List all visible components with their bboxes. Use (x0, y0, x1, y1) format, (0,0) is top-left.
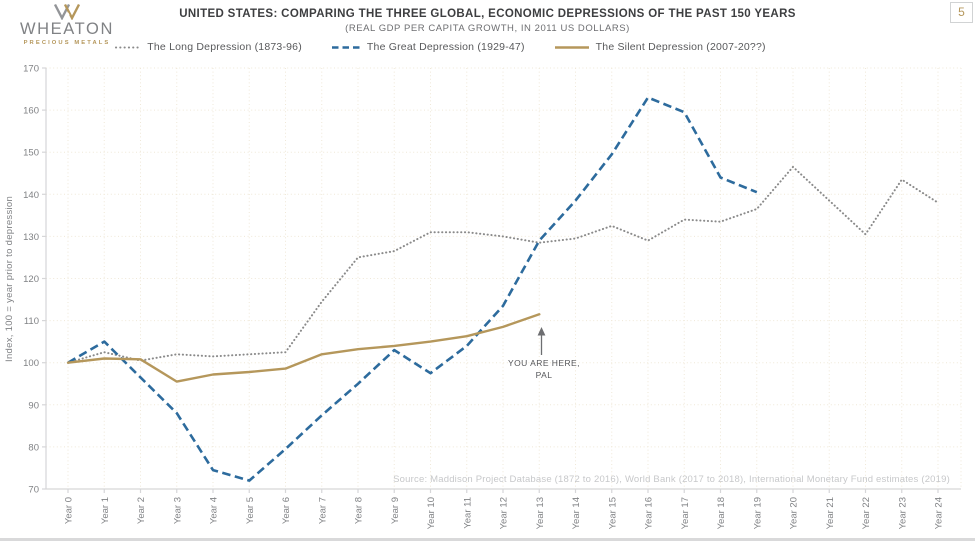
title-block: UNITED STATES: COMPARING THE THREE GLOBA… (0, 8, 975, 34)
x-tick-label: Year 7 (317, 497, 328, 524)
x-tick-label: Year 11 (462, 497, 473, 529)
you-are-here-annotation: YOU ARE HERE, PAL (492, 358, 596, 381)
x-tick-label: Year 12 (499, 497, 510, 529)
x-tick-label: Year 19 (752, 497, 763, 529)
legend-item-silent-depression: The Silent Depression (2007-20??) (554, 41, 766, 53)
x-tick-label: Year 9 (390, 497, 401, 524)
y-tick-label: 80 (28, 442, 39, 453)
wheaton-w-icon (53, 3, 81, 20)
x-tick-label: Year 20 (789, 497, 800, 529)
x-tick-label: Year 5 (245, 497, 256, 524)
x-tick-label: Year 18 (716, 497, 727, 529)
x-tick-label: Year 6 (281, 497, 292, 524)
dashed-line-swatch-icon (331, 45, 360, 49)
logo-wordmark: WHEATON (19, 20, 114, 38)
source-citation: Source: Maddison Project Database (1872 … (393, 474, 950, 485)
chart-subtitle: (REAL GDP PER CAPITA GROWTH, IN 2011 US … (345, 23, 630, 34)
y-tick-label: 150 (23, 148, 39, 159)
you-are-here-arrow-icon (537, 327, 546, 355)
y-tick-label: 120 (23, 274, 39, 285)
x-tick-label: Year 16 (644, 497, 655, 529)
legend-label: The Long Depression (1873-96) (147, 41, 302, 53)
x-tick-label: Year 17 (680, 497, 691, 529)
x-tick-label: Year 8 (354, 497, 365, 524)
chart-axes (42, 67, 961, 493)
x-tick-label: Year 10 (426, 497, 437, 529)
wheaton-logo: WHEATON PRECIOUS METALS (10, 3, 124, 46)
chart-grid (46, 67, 962, 490)
y-tick-label: 130 (23, 232, 39, 243)
chart-title: UNITED STATES: COMPARING THE THREE GLOBA… (179, 8, 796, 20)
y-tick-label: 160 (23, 106, 39, 117)
solid-line-swatch-icon (554, 45, 589, 49)
x-tick-label: Year 23 (897, 497, 908, 529)
x-tick-label: Year 2 (136, 497, 147, 524)
x-tick-label: Year 24 (934, 497, 945, 529)
y-tick-label: 90 (28, 400, 39, 411)
legend-item-great-depression: The Great Depression (1929-47) (331, 41, 525, 53)
x-tick-label: Year 14 (571, 497, 582, 529)
annotation-line-1: YOU ARE HERE, (508, 358, 580, 368)
great-depression-line (67, 96, 758, 482)
dotted-line-swatch-icon (115, 45, 141, 49)
y-tick-label: 70 (28, 485, 39, 496)
y-tick-label: 170 (23, 64, 39, 75)
long-depression-line (67, 165, 939, 364)
x-tick-label: Year 15 (607, 497, 618, 529)
y-tick-label: 100 (23, 358, 39, 369)
page-number-badge: 5 (950, 2, 973, 23)
legend-label: The Great Depression (1929-47) (366, 41, 525, 53)
x-tick-label: Year 4 (209, 497, 220, 524)
logo-tagline: PRECIOUS METALS (23, 40, 111, 46)
x-tick-label: Year 21 (825, 497, 836, 529)
legend-label: The Silent Depression (2007-20??) (595, 41, 766, 53)
y-tick-label: 140 (23, 190, 39, 201)
chart-series (66, 96, 939, 482)
chart-legend: The Long Depression (1873-96) The Great … (0, 41, 880, 53)
silent-depression-line (66, 313, 541, 383)
x-tick-label: Year 1 (100, 497, 111, 524)
x-tick-label: Year 3 (172, 497, 183, 524)
annotation-line-2: PAL (535, 369, 553, 380)
legend-item-long-depression: The Long Depression (1873-96) (114, 41, 302, 53)
x-tick-label: Year 22 (861, 497, 872, 529)
y-tick-label: 110 (24, 316, 39, 327)
x-tick-label: Year 0 (64, 497, 75, 524)
x-tick-label: Year 13 (535, 497, 546, 529)
axis-tick-labels: 70 80 90 100 110 120 130 140 150 160 170 Year 0 Year… (23, 64, 944, 530)
